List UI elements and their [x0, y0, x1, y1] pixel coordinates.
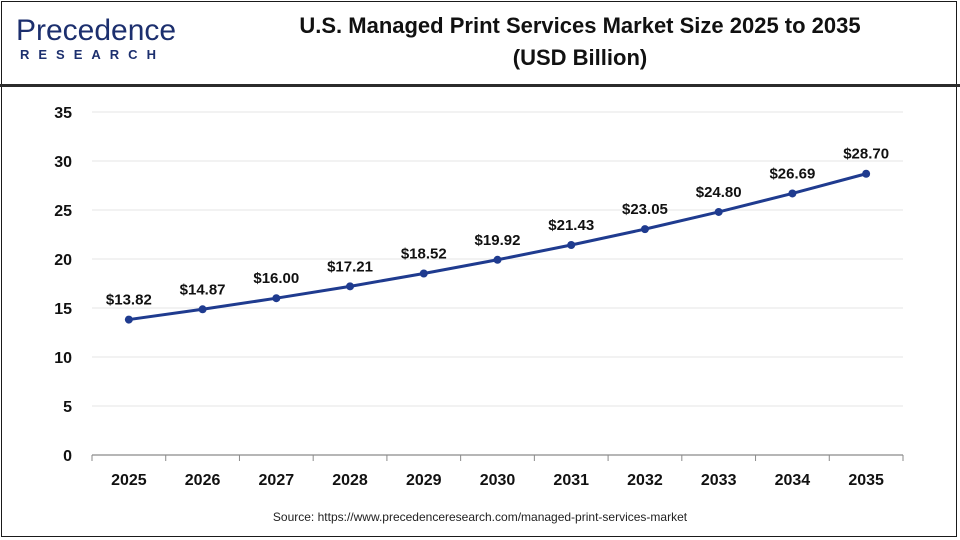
x-tick-label: 2026	[185, 472, 221, 489]
y-tick-label: 5	[63, 399, 72, 416]
logo-subtitle: RESEARCH	[20, 47, 165, 62]
data-point	[640, 225, 649, 234]
data-point	[198, 305, 207, 314]
x-tick-label: 2034	[775, 472, 811, 489]
data-point	[714, 207, 723, 216]
chart-area: 0 5 10 15 20 25 30 35 2025 2026 2027 2028 2029 2030 20…	[0, 88, 960, 508]
y-tick-label: 10	[54, 350, 72, 367]
x-tick-label: 2030	[480, 472, 516, 489]
data-label: $23.05	[622, 201, 668, 218]
data-label: $21.43	[548, 217, 594, 234]
data-point	[493, 255, 502, 264]
x-tick-label: 2033	[701, 472, 737, 489]
data-point	[272, 294, 281, 303]
y-tick-label: 0	[63, 448, 72, 465]
data-label: $16.00	[253, 270, 299, 287]
data-label: $17.21	[327, 258, 373, 275]
logo-wordmark: Precedence	[16, 14, 177, 47]
x-tick-label: 2028	[332, 472, 368, 489]
data-point	[862, 169, 871, 178]
data-point	[567, 240, 576, 249]
data-point	[788, 189, 797, 198]
x-tick-label: 2027	[259, 472, 295, 489]
data-label: $28.70	[843, 146, 889, 163]
y-tick-label: 30	[54, 154, 72, 171]
precedence-research-logo: Precedence RESEARCH	[16, 14, 176, 66]
chart-title-line-1: U.S. Managed Print Services Market Size …	[299, 13, 861, 38]
x-tick-label: 2035	[848, 472, 884, 489]
x-tick-label: 2031	[553, 472, 589, 489]
x-tick-label: 2029	[406, 472, 442, 489]
y-tick-label: 15	[54, 301, 72, 318]
chart-title-line-2: (USD Billion)	[512, 45, 648, 70]
x-tick-label: 2025	[111, 472, 147, 489]
y-tick-label: 35	[54, 105, 72, 122]
data-point	[419, 269, 428, 278]
header-divider	[0, 84, 960, 87]
data-label: $14.87	[180, 281, 226, 298]
source-note: Source: https://www.precedenceresearch.c…	[272, 510, 688, 524]
data-point	[124, 315, 133, 324]
data-label: $18.52	[401, 246, 447, 263]
chart-title: U.S. Managed Print Services Market Size …	[230, 10, 930, 74]
data-label: $24.80	[696, 184, 742, 201]
y-tick-label: 20	[54, 252, 72, 269]
data-label: $19.92	[475, 232, 521, 249]
header: Precedence RESEARCH U.S. Managed Print S…	[0, 0, 960, 87]
x-tick-label: 2032	[627, 472, 663, 489]
data-point	[346, 282, 355, 291]
y-tick-label: 25	[54, 203, 72, 220]
data-label: $26.69	[769, 165, 815, 182]
data-label: $13.82	[106, 292, 152, 309]
